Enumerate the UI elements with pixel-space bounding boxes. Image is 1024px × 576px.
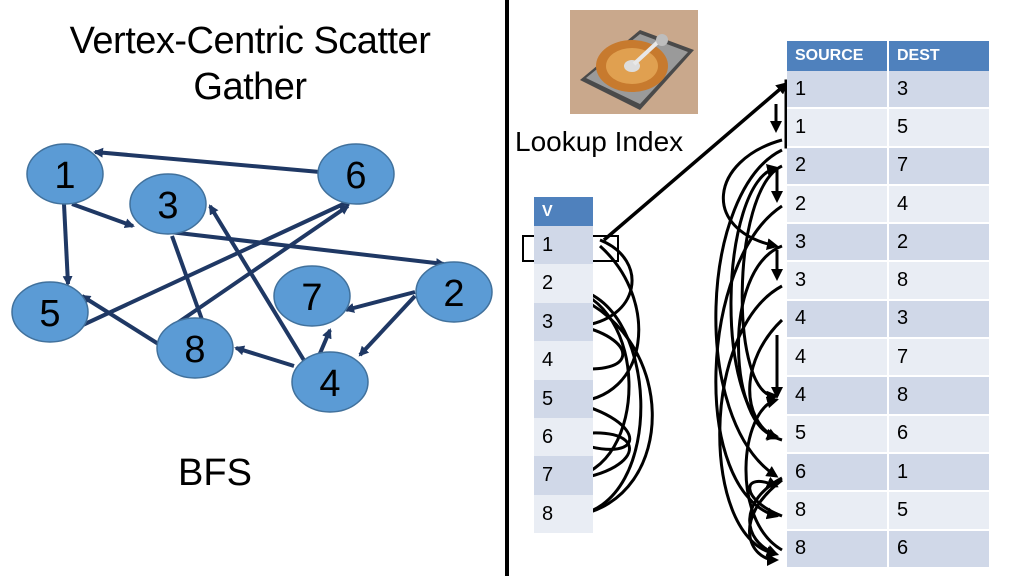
- dest-column-header: DEST: [888, 41, 991, 71]
- svg-text:3: 3: [157, 185, 178, 227]
- source-cell: 8: [787, 529, 889, 569]
- svg-text:4: 4: [319, 363, 340, 405]
- edge-2-7: [344, 290, 416, 313]
- vertical-divider: [505, 0, 509, 576]
- vertex-cell: 1: [534, 226, 593, 265]
- svg-text:1: 1: [54, 155, 75, 197]
- hard-disk-icon: [570, 10, 698, 114]
- edge-8-6: [168, 204, 350, 330]
- dest-cell: 5: [888, 108, 991, 148]
- dest-cell: 3: [888, 71, 991, 110]
- svg-text:8: 8: [184, 329, 205, 371]
- edge-5-6: [71, 198, 354, 332]
- source-cell: 3: [787, 223, 889, 263]
- dest-cell: 5: [888, 491, 991, 531]
- node-8: 8: [156, 317, 234, 379]
- svg-text:2: 2: [443, 273, 464, 315]
- svg-text:7: 7: [301, 277, 322, 319]
- dest-cell: 7: [888, 338, 991, 378]
- node-6: 6: [317, 143, 395, 205]
- edge-4-3: [208, 204, 307, 364]
- lookup-index-label: Lookup Index: [515, 126, 684, 157]
- svg-text:5: 5: [39, 293, 60, 335]
- source-cell: 4: [787, 338, 889, 378]
- node-2: 2: [415, 261, 493, 323]
- slide-title: Vertex-Centric Scatter Gather: [30, 18, 470, 110]
- source-cell: 5: [787, 414, 889, 454]
- vertex-cell: 8: [534, 494, 593, 534]
- source-cell: 8: [787, 491, 889, 531]
- vertex-table: V 1 2 3 4 5 6 7 8: [534, 197, 593, 534]
- node-7: 7: [273, 265, 351, 327]
- dest-cell: 7: [888, 146, 991, 186]
- lookup-pointer-arrow: [602, 82, 789, 242]
- dest-cell: 8: [888, 376, 991, 416]
- vertex-cell: 5: [534, 379, 593, 418]
- edge-3-8: [170, 235, 208, 330]
- vertex-cell: 7: [534, 456, 593, 495]
- title-line-2: Gather: [193, 66, 307, 108]
- edge-1-5: [62, 203, 73, 286]
- edge-6-1: [93, 147, 321, 174]
- source-cell: 1: [787, 108, 889, 148]
- svg-text:6: 6: [345, 155, 366, 197]
- graph-nodes: 1 3 6 5 7 2 8 4: [11, 143, 493, 413]
- title-line-1: Vertex-Centric Scatter: [69, 20, 431, 62]
- edge-8-5: [80, 294, 162, 347]
- bfs-caption: BFS: [178, 452, 252, 494]
- edge-4-8: [234, 345, 295, 368]
- dest-cell: 6: [888, 529, 991, 569]
- source-cell: 4: [787, 376, 889, 416]
- vertex-cell: 2: [534, 264, 593, 303]
- dest-cell: 6: [888, 414, 991, 454]
- vertex-cell: 6: [534, 417, 593, 457]
- edge-1-3: [71, 202, 135, 228]
- edge-scatter-arcs: [714, 104, 784, 566]
- node-4: 4: [291, 351, 369, 413]
- source-cell: 6: [787, 452, 889, 493]
- source-cell: 3: [787, 261, 889, 301]
- node-5: 5: [11, 281, 89, 343]
- dest-cell: 4: [888, 184, 991, 225]
- edge-table-header-row: SOURCE DEST: [787, 41, 991, 71]
- node-1: 1: [26, 143, 104, 205]
- node-3: 3: [129, 173, 207, 235]
- vertex-table-header: V: [534, 197, 593, 226]
- source-cell: 4: [787, 299, 889, 340]
- dest-cell: 3: [888, 299, 991, 340]
- dest-cell: 2: [888, 223, 991, 263]
- edge-2-4: [358, 294, 417, 357]
- source-cell: 2: [787, 146, 889, 186]
- dest-cell: 1: [888, 452, 991, 493]
- source-column-header: SOURCE: [787, 41, 889, 71]
- vertex-cell: 3: [534, 302, 593, 342]
- dest-cell: 8: [888, 261, 991, 301]
- source-cell: 1: [787, 71, 889, 110]
- vertex-cell: 4: [534, 341, 593, 380]
- edge-3-2: [169, 230, 446, 269]
- source-cell: 2: [787, 184, 889, 225]
